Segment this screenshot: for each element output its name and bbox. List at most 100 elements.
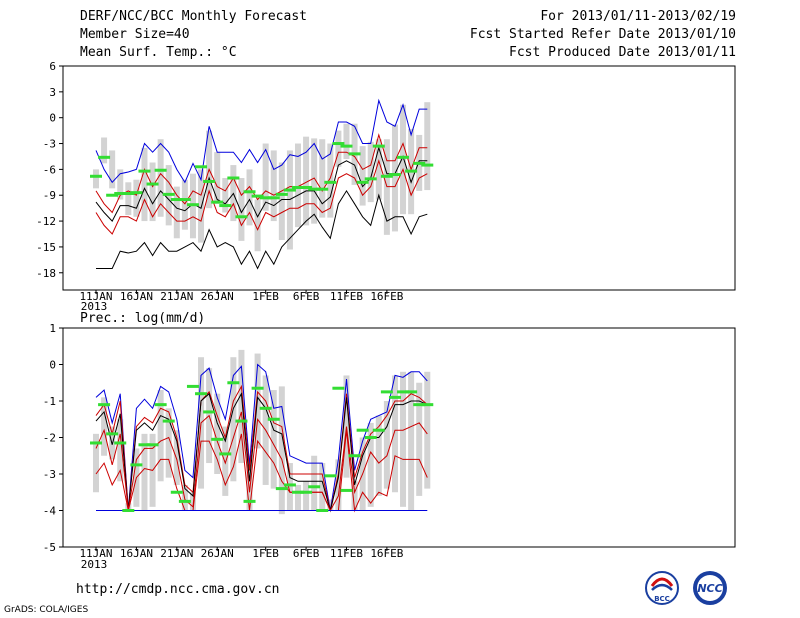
spread-bar (335, 130, 342, 167)
median-marker (340, 144, 353, 148)
median-marker (332, 142, 345, 146)
median-marker (122, 509, 135, 512)
median-marker (243, 190, 256, 194)
spread-bar (101, 137, 108, 164)
spread-bar (335, 459, 342, 511)
y-tick-label: -1 (43, 395, 56, 408)
spread-bar (141, 147, 148, 222)
precip-title: Prec.: log(mm/d) (80, 311, 205, 326)
y-tick-label: -2 (43, 432, 56, 445)
spread-bar (408, 371, 415, 511)
source-url: http://cmdp.ncc.cma.gov.cn (76, 582, 280, 597)
spread-bar (311, 455, 318, 511)
median-marker (162, 192, 175, 196)
plot-frame (62, 65, 736, 291)
member-size: Member Size=40 (80, 27, 190, 42)
median-marker (259, 196, 272, 200)
median-marker (186, 203, 199, 207)
median-marker (235, 215, 248, 219)
median-marker (380, 390, 393, 394)
median-marker (316, 187, 329, 191)
median-marker (195, 165, 208, 169)
spread-bar (117, 419, 124, 482)
series-line-low (95, 430, 428, 513)
median-marker (300, 185, 313, 189)
median-marker (90, 441, 102, 445)
median-marker (413, 403, 426, 407)
median-marker (130, 463, 143, 467)
median-marker (308, 187, 321, 191)
median-marker (106, 193, 119, 197)
x-tick-label: 11FEB (330, 290, 363, 303)
spread-bar (416, 382, 423, 496)
median-marker (324, 474, 337, 478)
median-marker (259, 406, 272, 410)
spread-bar (214, 152, 221, 204)
header-left: DERF/NCC/BCC Monthly Forecast Member Siz… (80, 8, 307, 62)
x-tick-label: 11JAN (79, 547, 112, 560)
spread-bar (222, 178, 229, 213)
spread-bar (117, 169, 124, 200)
median-marker (340, 488, 353, 492)
logos: BCC NCC (645, 571, 727, 605)
spread-bar (109, 150, 116, 189)
spread-bar (246, 455, 253, 511)
spread-bar (391, 375, 398, 493)
median-marker (300, 490, 313, 494)
spread-bar (101, 397, 108, 456)
median-marker (332, 386, 345, 390)
median-marker (372, 144, 385, 148)
x-tick-label: 16FEB (370, 290, 403, 303)
spread-bar (286, 463, 293, 511)
median-marker (122, 192, 135, 196)
spread-bar (254, 199, 261, 252)
median-marker (251, 194, 264, 198)
median-marker (421, 403, 434, 407)
y-tick-label: -6 (43, 163, 56, 176)
x-tick-label: 26JAN (201, 547, 234, 560)
median-marker (348, 454, 361, 458)
chart-title: DERF/NCC/BCC Monthly Forecast (80, 9, 307, 24)
spread-bar (270, 390, 277, 489)
median-marker (235, 419, 248, 423)
spread-bar (343, 123, 350, 160)
spread-bar (359, 146, 366, 206)
spread-bar (238, 178, 245, 241)
median-marker (316, 509, 329, 512)
median-marker (98, 155, 111, 159)
spread-bar (375, 139, 382, 200)
median-marker (243, 499, 256, 503)
x-tick-label: 6FEB (293, 547, 320, 560)
y-tick-label: 3 (49, 86, 56, 99)
y-tick-label: -3 (43, 468, 56, 481)
y-tick-label: -4 (43, 505, 57, 518)
spread-bar (198, 169, 205, 243)
median-marker (380, 174, 393, 178)
header-right: For 2013/01/11-2013/02/19 Fcst Started R… (470, 8, 736, 62)
spread-bar (375, 415, 382, 496)
spread-bar (173, 430, 180, 485)
x-tick-label: 21JAN (160, 547, 193, 560)
median-marker (388, 395, 401, 399)
spread-bar (303, 136, 310, 226)
median-marker (308, 485, 321, 489)
median-marker (90, 174, 102, 178)
median-marker (162, 419, 175, 423)
series-line-lower (95, 159, 428, 235)
spread-bar (367, 422, 374, 507)
y-tick-label: -18 (36, 267, 56, 280)
spread-bar (125, 182, 132, 216)
x-tick-label: 16JAN (120, 547, 153, 560)
x-tick-label: 16FEB (370, 547, 403, 560)
median-marker (275, 192, 288, 196)
x-tick-label: 16JAN (120, 290, 153, 303)
bcc-logo-text: BCC (654, 595, 670, 603)
median-marker (421, 163, 434, 167)
median-marker (154, 403, 167, 407)
spread-bar (424, 102, 431, 191)
y-tick-label: -5 (43, 541, 56, 554)
spread-bar (238, 349, 245, 464)
median-marker (292, 185, 304, 189)
spread-bar (189, 492, 196, 511)
